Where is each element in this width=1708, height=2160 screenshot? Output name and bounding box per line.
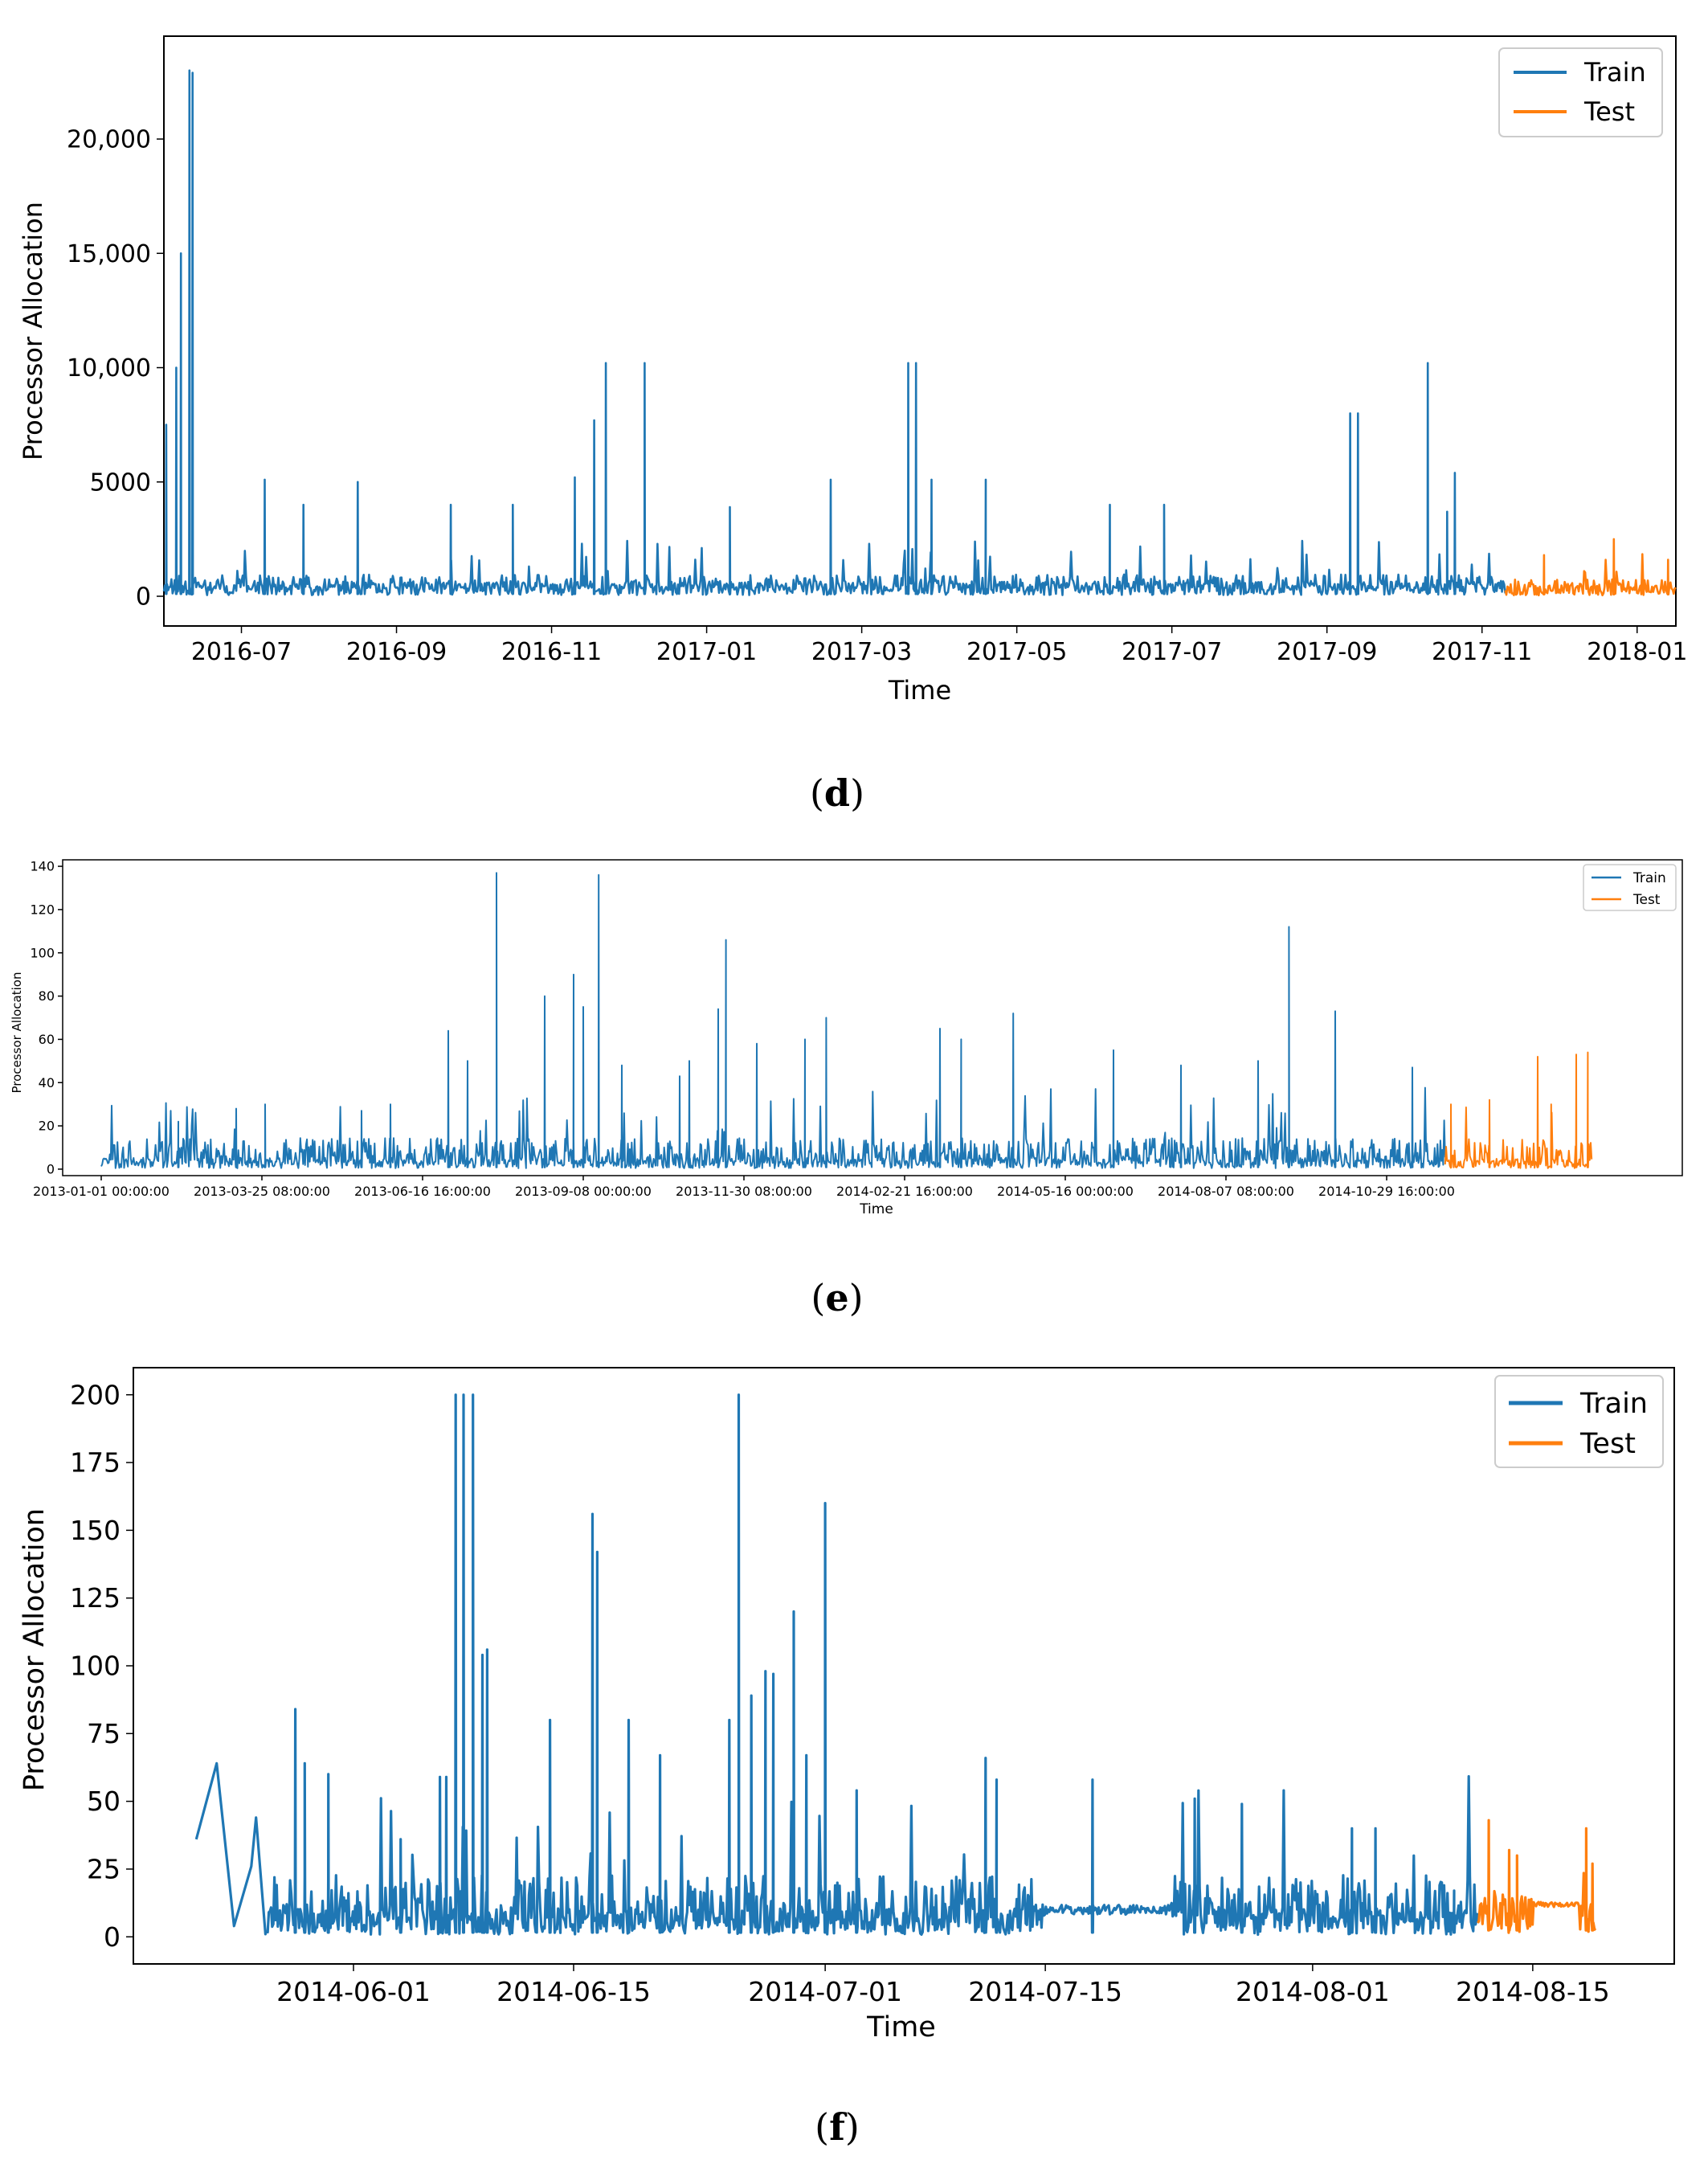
y-tick-label: 75 xyxy=(87,1718,121,1749)
y-tick-label: 0 xyxy=(47,1162,55,1177)
legend-test-label-e: Test xyxy=(1632,892,1661,908)
y-tick-label: 15,000 xyxy=(67,240,151,268)
series-layer-d xyxy=(162,69,1677,597)
series-layer-f xyxy=(194,1393,1597,1937)
y-ticks-d: 0 5000 10,000 15,000 20,000 xyxy=(67,126,164,612)
y-tick-label: 100 xyxy=(70,1651,121,1682)
x-tick-label: 2014-07-01 xyxy=(748,1976,902,2007)
y-tick-label: 150 xyxy=(70,1515,121,1546)
svg-text:(d): (d) xyxy=(810,771,864,815)
x-tick-label: 2018-01 xyxy=(1587,638,1687,666)
svg-text:(e): (e) xyxy=(811,1276,863,1319)
legend-train-label-d: Train xyxy=(1583,57,1646,88)
x-tick-label: 2014-02-21 16:00:00 xyxy=(836,1184,973,1199)
x-tick-label: 2014-08-07 08:00:00 xyxy=(1158,1184,1294,1199)
x-tick-label: 2017-05 xyxy=(966,638,1067,666)
x-tick-label: 2014-07-15 xyxy=(968,1976,1122,2007)
y-tick-label: 20 xyxy=(39,1119,55,1134)
x-tick-label: 2017-09 xyxy=(1277,638,1377,666)
y-tick-label: 120 xyxy=(30,902,55,918)
caption-f: f xyxy=(829,2105,848,2149)
x-tick-label: 2017-03 xyxy=(811,638,912,666)
series-layer-e xyxy=(100,872,1593,1169)
plot-frame-d xyxy=(163,35,1677,627)
x-tick-label: 2014-05-16 00:00:00 xyxy=(997,1184,1134,1199)
plot-frame-f xyxy=(133,1367,1675,1965)
x-tick-label: 2014-10-29 16:00:00 xyxy=(1318,1184,1455,1199)
y-tick-label: 5000 xyxy=(90,468,151,497)
y-axis-label-f: Processor Allocation xyxy=(18,1508,51,1791)
y-axis-label-d: Processor Allocation xyxy=(18,202,48,460)
x-tick-label: 2016-11 xyxy=(501,638,602,666)
x-tick-label: 2014-08-15 xyxy=(1456,1976,1610,2007)
x-tick-label: 2014-06-15 xyxy=(496,1976,651,2007)
caption-d: d xyxy=(824,771,850,815)
legend-test-label-d: Test xyxy=(1583,96,1635,127)
y-axis-label-e: Processor Allocation xyxy=(10,972,24,1094)
x-axis-label-d: Time xyxy=(888,675,951,706)
y-tick-label: 40 xyxy=(39,1075,55,1090)
legend-box-d xyxy=(1498,47,1663,137)
x-tick-label: 2013-09-08 00:00:00 xyxy=(515,1184,652,1199)
series-line-test xyxy=(1444,1051,1593,1169)
x-axis-label-e: Time xyxy=(859,1201,893,1217)
x-tick-label: 2016-07 xyxy=(191,638,292,666)
legend-f: Train Test xyxy=(1494,1375,1664,1468)
x-tick-label: 2014-08-01 xyxy=(1236,1976,1390,2007)
y-tick-label: 0 xyxy=(104,1921,121,1953)
x-ticks-e: 2013-01-01 00:00:00 2013-03-25 08:00:00 20… xyxy=(33,1176,1455,1199)
x-ticks-d: 2016-07 2016-09 2016-11 2017-01 2017-03 2017-… xyxy=(191,626,1687,666)
legend-d: Train Test xyxy=(1498,47,1663,137)
x-tick-label: 2017-01 xyxy=(656,638,757,666)
x-tick-label: 2017-11 xyxy=(1432,638,1532,666)
svg-text:(f): (f) xyxy=(815,2105,860,2149)
y-ticks-f: 0 25 50 75 100 125 150 175 200 xyxy=(70,1379,133,1953)
y-tick-label: 80 xyxy=(39,988,55,1004)
x-tick-label: 2013-01-01 00:00:00 xyxy=(33,1184,170,1199)
series-line-train xyxy=(194,1393,1479,1937)
y-tick-label: 20,000 xyxy=(67,126,151,154)
legend-train-label-e: Train xyxy=(1632,870,1666,886)
y-ticks-e: 0 20 40 60 80 100 120 140 xyxy=(30,859,63,1177)
x-tick-label: 2014-06-01 xyxy=(276,1976,431,2007)
x-axis-label-f: Time xyxy=(866,2011,936,2043)
y-tick-label: 140 xyxy=(30,859,55,874)
x-tick-label: 2013-11-30 08:00:00 xyxy=(676,1184,812,1199)
legend-train-label-f: Train xyxy=(1579,1388,1648,1420)
y-tick-label: 50 xyxy=(87,1786,121,1817)
series-line-test xyxy=(1504,538,1677,597)
x-tick-label: 2016-09 xyxy=(346,638,447,666)
y-tick-label: 100 xyxy=(30,945,55,960)
x-ticks-f: 2014-06-01 2014-06-15 2014-07-01 2014-07-15… xyxy=(276,1964,1610,2007)
x-tick-label: 2013-03-25 08:00:00 xyxy=(194,1184,330,1199)
caption-e: e xyxy=(825,1276,848,1319)
legend-e: Train Test xyxy=(1583,864,1677,911)
y-tick-label: 10,000 xyxy=(67,354,151,382)
y-tick-label: 0 xyxy=(136,583,151,612)
legend-test-label-f: Test xyxy=(1579,1428,1636,1460)
x-tick-label: 2013-06-16 16:00:00 xyxy=(354,1184,491,1199)
y-tick-label: 125 xyxy=(70,1582,121,1614)
series-line-train xyxy=(162,69,1506,596)
series-line-test xyxy=(1477,1818,1597,1934)
y-tick-label: 200 xyxy=(70,1379,121,1410)
y-tick-label: 25 xyxy=(87,1854,121,1885)
y-tick-label: 175 xyxy=(70,1447,121,1479)
x-tick-label: 2017-07 xyxy=(1122,638,1222,666)
y-tick-label: 60 xyxy=(39,1032,55,1047)
series-line-train xyxy=(100,872,1446,1169)
